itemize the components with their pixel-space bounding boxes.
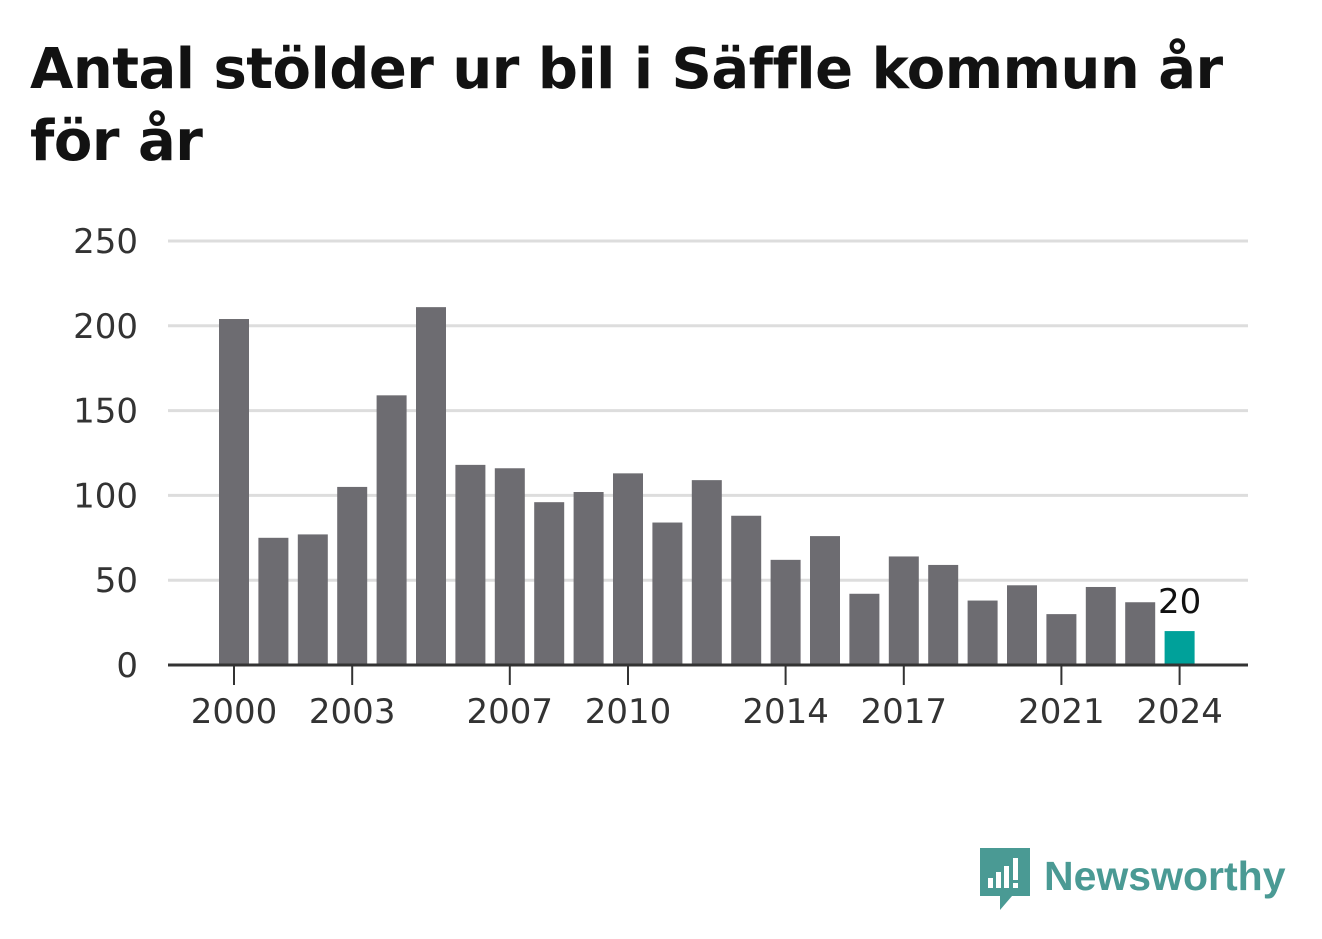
bar-2021	[1046, 614, 1077, 665]
bar-2022	[1085, 586, 1116, 665]
bar-2006	[455, 464, 486, 665]
chart-title: Antal stölder ur bil i Säffle kommun år …	[30, 37, 1223, 174]
bar-2002	[297, 534, 328, 665]
bar-2020	[1007, 585, 1037, 665]
bar-2000	[219, 319, 249, 665]
bar-2001	[258, 537, 289, 665]
y-tick-label: 50	[95, 561, 138, 601]
y-tick-label: 200	[73, 307, 138, 347]
bar-2004	[376, 395, 407, 665]
newsworthy-logo[interactable]: Newsworthy	[980, 848, 1286, 910]
x-tick-label: 2010	[585, 692, 672, 732]
x-tick-label: 2024	[1136, 692, 1223, 732]
bar-2023	[1125, 602, 1156, 665]
bar-2005	[416, 307, 446, 665]
bar-2015	[810, 536, 840, 665]
bar-2012	[691, 480, 722, 665]
data-labels: 20	[1158, 582, 1201, 622]
x-tick-label: 2000	[191, 692, 278, 732]
bar-2014	[770, 559, 801, 665]
y-tick-label: 100	[73, 476, 138, 516]
bar-2017	[888, 556, 919, 665]
bar-2018	[928, 564, 959, 665]
bars	[219, 307, 1195, 665]
y-tick-label: 0	[116, 646, 138, 686]
bar-2011	[652, 522, 683, 665]
bar-2024	[1164, 631, 1195, 665]
newsworthy-logo-icon	[980, 848, 1030, 910]
bar-2019	[967, 600, 998, 665]
bar-2008	[534, 502, 565, 665]
y-tick-label: 150	[73, 392, 138, 432]
x-tick-label: 2003	[309, 692, 396, 732]
bar-2016	[849, 593, 880, 665]
x-tick-label: 2021	[1018, 692, 1105, 732]
bar-2007	[494, 468, 525, 665]
x-tick-label: 2014	[742, 692, 829, 732]
x-tick-label: 2017	[861, 692, 948, 732]
bar-2013	[731, 515, 762, 665]
brand-name: Newsworthy	[1044, 853, 1286, 899]
bar-2010	[613, 473, 643, 665]
y-axis-ticks: 0 50 100 150 200 250	[73, 222, 138, 686]
bar-2003	[337, 486, 368, 665]
data-label-2024: 20	[1158, 582, 1201, 622]
bar-2009	[573, 492, 604, 665]
x-axis-ticks: 2000 2003 2007 2010 2014 2017 2021 2024	[168, 663, 1248, 732]
x-tick-label: 2007	[467, 692, 554, 732]
y-tick-label: 250	[73, 222, 138, 262]
